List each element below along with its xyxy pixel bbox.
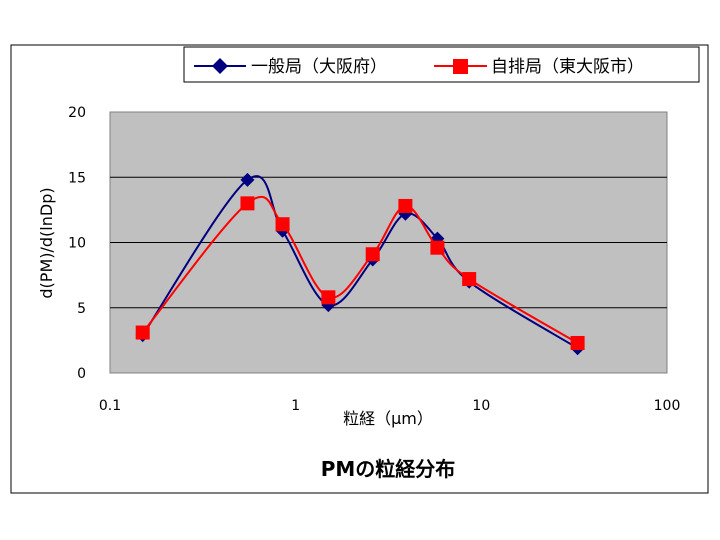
x-tick-label: 10: [472, 398, 490, 414]
legend-marker-diamond-icon: [212, 58, 228, 74]
x-axis-title: 粒経（μm）: [343, 409, 433, 428]
data-point-square: [275, 217, 290, 232]
legend-label-series-2: 自排局（東大阪市）: [491, 57, 644, 77]
y-tick-label: 10: [68, 236, 86, 252]
data-point-square: [398, 198, 413, 213]
data-point-square: [570, 335, 585, 350]
legend-marker-square-icon: [453, 59, 468, 74]
x-tick-label: 1: [291, 398, 300, 414]
data-point-diamond: [240, 172, 255, 187]
x-tick-labels: 0.1 1 10 100: [99, 398, 681, 414]
data-point-square: [321, 290, 336, 305]
x-tick-label: 100: [654, 398, 681, 414]
legend-box: [183, 46, 700, 83]
legend: 一般局（大阪府） 自排局（東大阪市）: [183, 46, 700, 83]
chart-title: PMの粒経分布: [321, 457, 456, 481]
y-axis-title: d(PM)/d(lnDp): [37, 187, 56, 298]
data-point-square: [462, 272, 477, 287]
grid-lines: [110, 176, 667, 309]
y-tick-label: 0: [77, 366, 86, 382]
series-layer: [135, 172, 585, 356]
data-point-square: [430, 240, 445, 255]
data-point-square: [135, 325, 150, 340]
legend-label-series-1: 一般局（大阪府）: [251, 57, 387, 77]
y-tick-labels: 0 5 10 15 20: [68, 105, 86, 382]
data-point-square: [365, 247, 380, 262]
y-tick-label: 15: [68, 170, 86, 186]
y-tick-label: 5: [77, 301, 86, 317]
data-point-square: [240, 196, 255, 211]
x-tick-label: 0.1: [99, 398, 121, 414]
y-tick-label: 20: [68, 105, 86, 121]
